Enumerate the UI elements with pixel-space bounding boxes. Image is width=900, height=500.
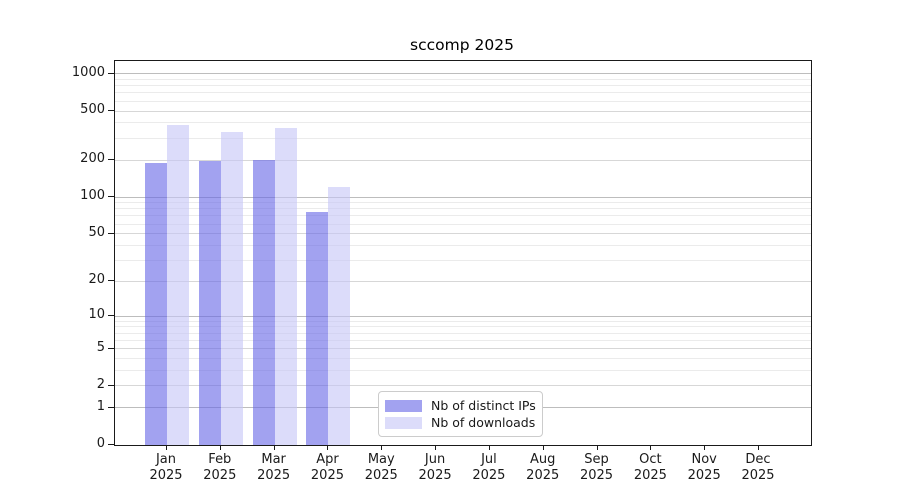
legend-item-downloads: Nb of downloads xyxy=(385,415,536,430)
x-tick-label-sep: Sep 2025 xyxy=(579,452,614,483)
gridline-minor-400 xyxy=(115,122,811,124)
y-tick-200 xyxy=(108,159,114,161)
x-tick-mar xyxy=(273,445,275,450)
plot-area xyxy=(114,60,812,446)
gridline-mid-50 xyxy=(115,233,811,235)
x-tick-label-oct: Oct 2025 xyxy=(633,452,667,483)
gridline-minor-300 xyxy=(115,137,811,139)
gridline-minor-900 xyxy=(115,78,811,80)
legend-label-downloads: Nb of downloads xyxy=(431,415,536,430)
gridline-minor-9 xyxy=(115,320,811,322)
gridline-minor-70 xyxy=(115,215,811,217)
gridline-minor-90 xyxy=(115,202,811,204)
x-tick-label-jun: Jun 2025 xyxy=(418,452,452,483)
bar-downloads-mar xyxy=(274,128,297,445)
x-tick-label-nov: Nov 2025 xyxy=(687,452,721,483)
y-tick-5 xyxy=(108,347,114,349)
y-tick-20 xyxy=(108,280,114,282)
bar-distinct-ips-apr xyxy=(306,212,329,445)
y-tick-label-20: 20 xyxy=(88,272,105,288)
gridline-mid-500 xyxy=(115,110,811,112)
y-tick-label-500: 500 xyxy=(80,102,105,117)
legend-item-distinct-ips: Nb of distinct IPs xyxy=(385,398,536,413)
y-tick-50 xyxy=(108,232,114,234)
legend-swatch-distinct-ips xyxy=(385,399,422,412)
y-tick-500 xyxy=(108,110,114,111)
y-tick-label-2: 2 xyxy=(96,376,105,392)
gridline-major-1000 xyxy=(115,73,811,75)
x-tick-label-mar: Mar 2025 xyxy=(257,452,291,483)
bar-downloads-jan xyxy=(167,125,189,445)
x-tick-label-aug: Aug 2025 xyxy=(526,452,560,483)
gridline-minor-600 xyxy=(115,100,811,102)
y-tick-1 xyxy=(108,406,114,408)
y-tick-label-100: 100 xyxy=(80,188,105,204)
gridline-minor-30 xyxy=(115,260,811,261)
y-tick-label-1: 1 xyxy=(96,398,105,414)
x-tick-jul xyxy=(488,445,490,450)
legend: Nb of distinct IPs Nb of downloads xyxy=(378,391,543,437)
gridline-minor-6 xyxy=(115,339,811,341)
y-tick-1000 xyxy=(108,72,114,74)
gridline-mid-200 xyxy=(115,159,811,161)
gridline-minor-800 xyxy=(115,85,811,87)
bar-distinct-ips-mar xyxy=(252,159,275,445)
bar-downloads-apr xyxy=(328,186,351,445)
y-tick-label-10: 10 xyxy=(88,307,105,323)
legend-swatch-downloads xyxy=(385,416,422,429)
x-tick-feb xyxy=(219,445,221,450)
gridline-mid-2 xyxy=(115,385,811,387)
y-tick-100 xyxy=(108,196,114,198)
bar-distinct-ips-jan xyxy=(145,162,167,445)
gridline-minor-8 xyxy=(115,326,811,328)
x-tick-apr xyxy=(327,445,329,450)
y-tick-10 xyxy=(108,315,114,317)
y-tick-label-200: 200 xyxy=(80,151,105,167)
y-tick-label-50: 50 xyxy=(88,224,105,240)
y-tick-2 xyxy=(108,384,114,386)
x-tick-label-apr: Apr 2025 xyxy=(310,452,344,483)
gridline-minor-3 xyxy=(115,370,811,372)
gridline-major-100 xyxy=(115,196,811,198)
gridline-minor-7 xyxy=(115,332,811,334)
gridline-minor-40 xyxy=(115,244,811,246)
y-tick-0 xyxy=(108,444,114,445)
gridline-minor-4 xyxy=(115,358,811,360)
bar-downloads-feb xyxy=(220,132,243,445)
x-tick-oct xyxy=(650,445,652,450)
x-tick-dec xyxy=(758,445,759,450)
gridline-minor-60 xyxy=(115,223,811,225)
gridline-minor-80 xyxy=(115,208,811,210)
legend-label-distinct-ips: Nb of distinct IPs xyxy=(431,398,536,413)
gridline-mid-20 xyxy=(115,280,811,282)
gridline-minor-700 xyxy=(115,92,811,94)
x-tick-aug xyxy=(542,445,544,450)
gridline-mid-5 xyxy=(115,348,811,350)
chart-title: sccomp 2025 xyxy=(410,36,514,54)
x-tick-label-jul: Jul 2025 xyxy=(472,452,506,483)
y-tick-label-0: 0 xyxy=(96,436,105,451)
x-tick-label-may: May 2025 xyxy=(364,452,398,483)
x-tick-jan xyxy=(166,445,167,450)
x-tick-nov xyxy=(704,445,706,450)
x-tick-jun xyxy=(435,445,437,450)
x-tick-label-feb: Feb 2025 xyxy=(203,452,237,483)
x-tick-label-dec: Dec 2025 xyxy=(741,452,775,483)
y-tick-label-5: 5 xyxy=(96,339,105,355)
x-tick-may xyxy=(381,445,383,450)
x-tick-label-jan: Jan 2025 xyxy=(149,452,183,483)
bar-distinct-ips-feb xyxy=(198,160,221,445)
gridline-major-10 xyxy=(115,315,811,317)
y-tick-label-1000: 1000 xyxy=(71,64,105,80)
x-tick-sep xyxy=(596,445,598,450)
